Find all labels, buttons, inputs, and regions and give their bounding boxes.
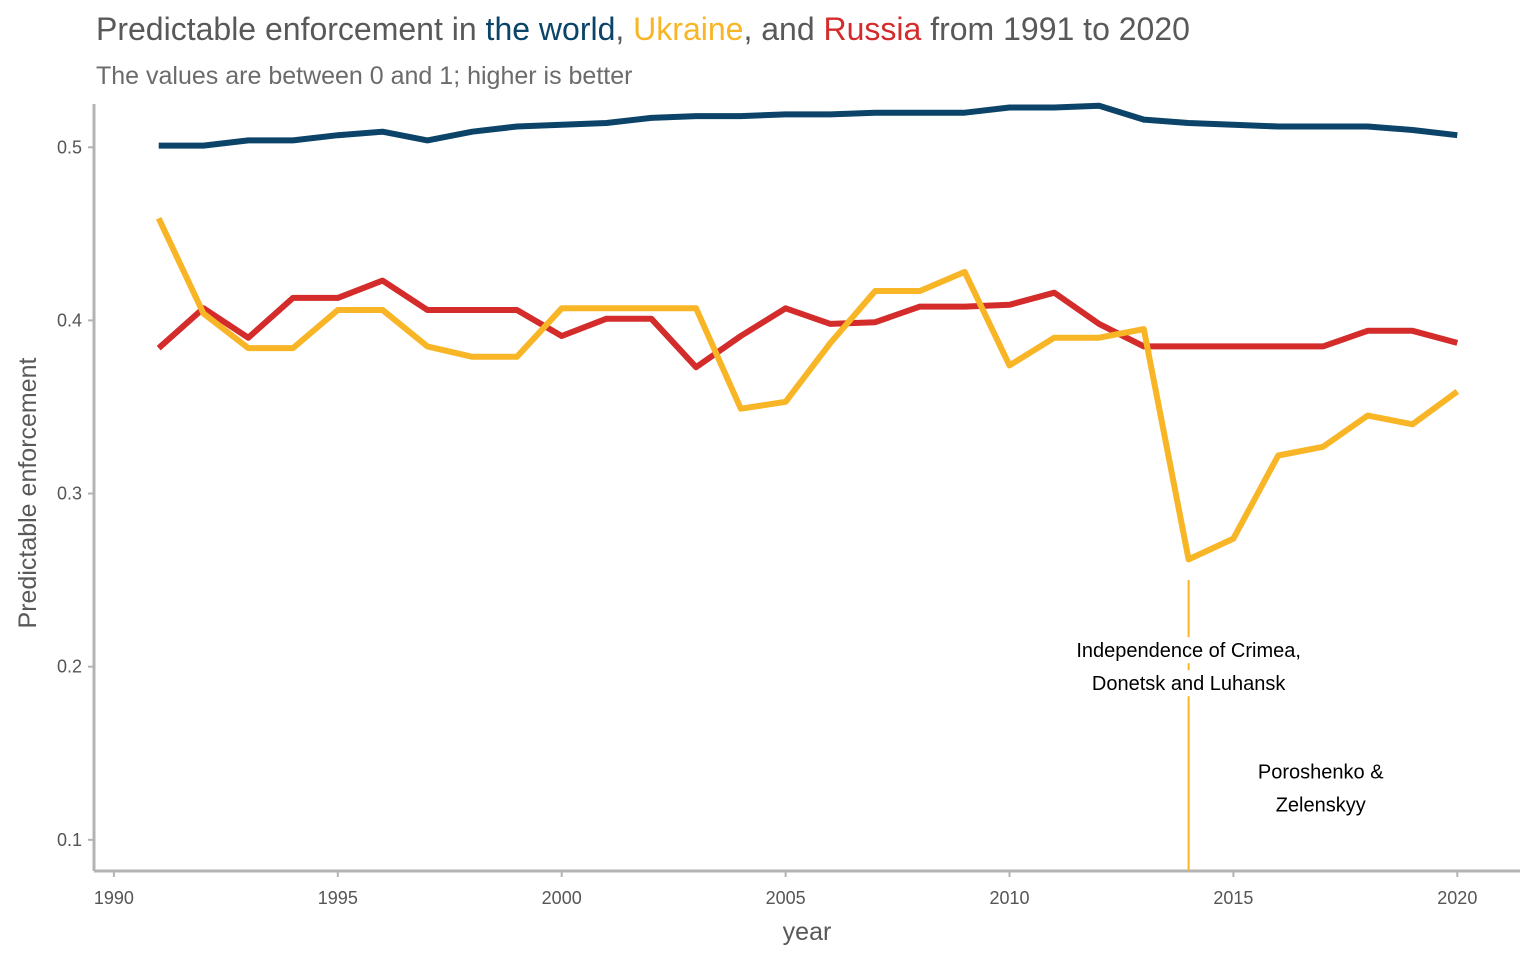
y-ticks: 0.1 0.2 0.3 0.4 0.5 bbox=[57, 137, 94, 850]
annotation-text: Independence of Crimea, bbox=[1076, 640, 1301, 662]
x-tick-label: 1990 bbox=[94, 888, 134, 908]
series-line-world bbox=[158, 102, 1458, 149]
title-prefix: Predictable enforcement in bbox=[96, 11, 486, 47]
chart-subtitle: The values are between 0 and 1; higher i… bbox=[96, 62, 632, 90]
title-world: the world bbox=[486, 11, 616, 47]
x-tick-label: 1995 bbox=[318, 888, 358, 908]
y-axis-title: Predictable enforcement bbox=[14, 357, 42, 628]
title-sep2: , and bbox=[743, 11, 823, 47]
annotation-text-background bbox=[1072, 637, 1305, 664]
x-tick-label: 2015 bbox=[1213, 888, 1253, 908]
x-tick-label: 2010 bbox=[989, 888, 1029, 908]
x-tick-label: 2000 bbox=[542, 888, 582, 908]
title-sep1: , bbox=[615, 11, 633, 47]
annotation-text: Poroshenko & bbox=[1258, 761, 1384, 783]
title-suffix: from 1991 to 2020 bbox=[921, 11, 1190, 47]
annotation-text-background bbox=[1087, 670, 1290, 697]
y-tick-label: 0.1 bbox=[57, 830, 82, 850]
y-tick-label: 0.4 bbox=[57, 310, 82, 330]
x-tick-label: 2005 bbox=[766, 888, 806, 908]
annotation-text-background bbox=[1253, 758, 1388, 785]
annotation-text: Zelenskyy bbox=[1276, 794, 1366, 816]
y-tick-label: 0.5 bbox=[57, 137, 82, 157]
title-ukraine: Ukraine bbox=[633, 11, 743, 47]
annotation-text-background bbox=[1271, 791, 1370, 818]
series-line-russia bbox=[156, 277, 1459, 371]
series-line-ukraine bbox=[155, 217, 1460, 563]
x-ticks: 1990 1995 2000 2005 2010 2015 2020 bbox=[94, 871, 1477, 908]
x-tick-label: 2020 bbox=[1437, 888, 1477, 908]
title-russia: Russia bbox=[824, 11, 922, 47]
annotation-text: Donetsk and Luhansk bbox=[1092, 673, 1286, 695]
chart-title: Predictable enforcement in the world, Uk… bbox=[96, 11, 1190, 47]
annotations: Independence of Crimea, Donetsk and Luhan… bbox=[1072, 580, 1388, 871]
series-lines bbox=[155, 102, 1460, 563]
x-axis-title: year bbox=[783, 918, 832, 946]
y-tick-label: 0.2 bbox=[57, 657, 82, 677]
y-tick-label: 0.3 bbox=[57, 484, 82, 504]
